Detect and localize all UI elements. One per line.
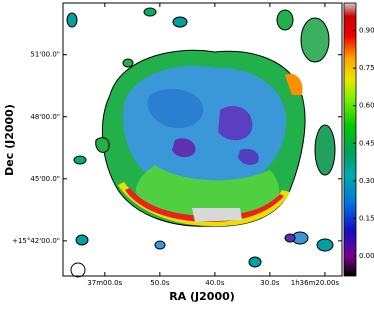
y-tick-label: 45'00.0" — [30, 175, 60, 183]
x-axis-label: RA (J2000) — [169, 290, 235, 303]
colorbar-tick-label: 0.30 — [359, 177, 374, 185]
colorbar-tick-label: 0.60 — [359, 102, 374, 110]
y-axis-label: Dec (J2000) — [3, 104, 16, 176]
colorbar-tick-label: 0.45 — [359, 139, 374, 147]
y-tick-label: +15°42'00.0" — [12, 237, 60, 245]
colorbar-tick-label: 0.00 — [359, 252, 374, 260]
beam — [70, 262, 86, 278]
colorbar-tick-label: 0.75 — [359, 64, 374, 72]
x-tick-label: 50.0s — [150, 279, 170, 287]
colorbar-tick-label: 0.90 — [359, 27, 374, 35]
x-tick-label: 40.0s — [205, 279, 225, 287]
x-tick-label: 37m00.0s — [87, 279, 122, 287]
y-tick-label: 51'00.0" — [30, 51, 60, 59]
x-tick-label: 1h36m20.00s — [291, 279, 340, 287]
y-tick-label: 48'00.0" — [30, 113, 60, 121]
x-tick-label: 30.0s — [260, 279, 280, 287]
colorbar — [343, 2, 357, 277]
image-frame — [62, 2, 343, 277]
sky-image — [66, 7, 336, 268]
colorbar-tick-label: 0.15 — [359, 214, 374, 222]
